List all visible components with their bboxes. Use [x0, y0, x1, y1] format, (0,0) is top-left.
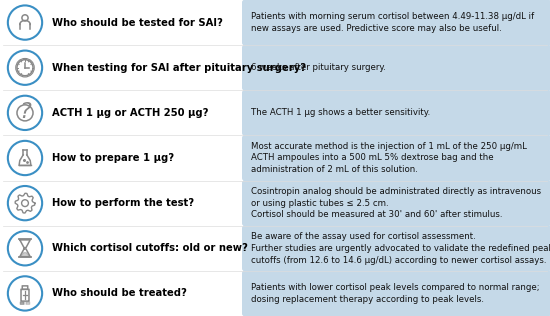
FancyBboxPatch shape — [242, 135, 550, 181]
Polygon shape — [20, 252, 30, 257]
Text: Be aware of the assay used for cortisol assessment.
Further studies are urgently: Be aware of the assay used for cortisol … — [251, 232, 550, 264]
Text: Cosintropin analog should be administrated directly as intravenous
or using plas: Cosintropin analog should be administrat… — [251, 187, 541, 219]
Text: ?: ? — [19, 102, 31, 122]
FancyBboxPatch shape — [242, 270, 550, 316]
FancyBboxPatch shape — [242, 225, 550, 271]
FancyBboxPatch shape — [242, 180, 550, 226]
Text: When testing for SAI after pituitary surgery?: When testing for SAI after pituitary sur… — [52, 63, 306, 73]
Text: How to perform the test?: How to perform the test? — [52, 198, 194, 208]
Text: Most accurate method is the injection of 1 mL of the 250 μg/mL
ACTH ampoules int: Most accurate method is the injection of… — [251, 142, 527, 174]
Text: How to prepare 1 μg?: How to prepare 1 μg? — [52, 153, 174, 163]
FancyBboxPatch shape — [242, 90, 550, 136]
FancyBboxPatch shape — [242, 0, 550, 46]
Text: 6 weeks after pituitary surgery.: 6 weeks after pituitary surgery. — [251, 63, 386, 72]
FancyBboxPatch shape — [242, 45, 550, 91]
Text: Patients with lower cortisol peak levels compared to normal range;
dosing replac: Patients with lower cortisol peak levels… — [251, 283, 540, 304]
FancyBboxPatch shape — [20, 302, 24, 304]
Text: Who should be tested for SAI?: Who should be tested for SAI? — [52, 18, 223, 27]
Text: Patients with morning serum cortisol between 4.49-11.38 μg/dL if
new assays are : Patients with morning serum cortisol bet… — [251, 12, 534, 33]
Text: The ACTH 1 μg shows a better sensitivity.: The ACTH 1 μg shows a better sensitivity… — [251, 108, 430, 117]
Text: Which cortisol cutoffs: old or new?: Which cortisol cutoffs: old or new? — [52, 243, 248, 253]
Text: ACTH 1 μg or ACTH 250 μg?: ACTH 1 μg or ACTH 250 μg? — [52, 108, 208, 118]
Text: Who should be treated?: Who should be treated? — [52, 289, 187, 298]
FancyBboxPatch shape — [26, 302, 30, 304]
